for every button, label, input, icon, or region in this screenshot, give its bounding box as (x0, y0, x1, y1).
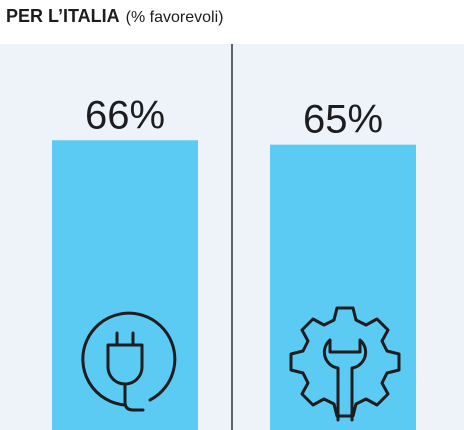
bar (270, 144, 416, 430)
value-label: 65% (303, 98, 383, 142)
chart-title: PER L’ITALIA (% favorevoli) (6, 6, 223, 26)
plug-icon (81, 311, 177, 412)
title: PER L’ITALIA (6, 6, 120, 26)
bars: 66% 65% (52, 93, 416, 430)
value-label: 66% (85, 93, 165, 137)
icons (81, 306, 401, 422)
bar (52, 140, 198, 430)
subtitle: (% favorevoli) (126, 9, 224, 26)
gear-icon (289, 306, 401, 422)
